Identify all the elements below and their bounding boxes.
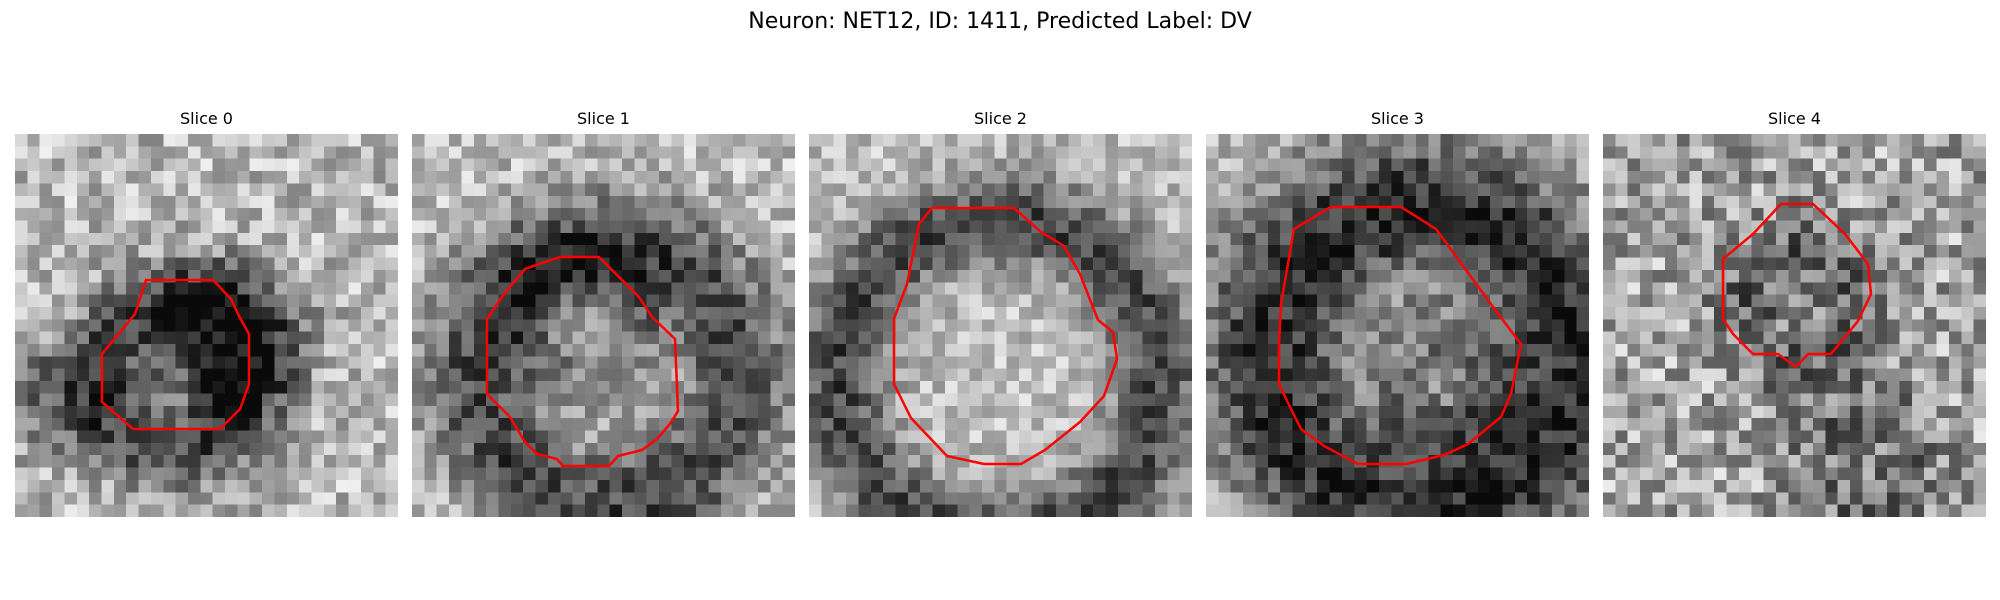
slice-panel-2: Slice 2 [809,109,1192,519]
slice-title: Slice 2 [974,109,1027,128]
slice-title: Slice 4 [1768,109,1821,128]
figure-title: Neuron: NET12, ID: 1411, Predicted Label… [748,9,1252,34]
slice-panel-3: Slice 3 [1206,109,1589,519]
roi-contour [485,255,680,468]
roi-contour [100,278,251,431]
slice-panel-0: Slice 0 [15,109,398,519]
roi-contour [1721,202,1873,369]
slice-image [15,134,398,517]
roi-contour [892,206,1119,466]
slice-title: Slice 1 [577,109,630,128]
slice-panel-1: Slice 1 [412,109,795,519]
slice-image [1206,134,1589,517]
slice-panel-4: Slice 4 [1603,109,1986,519]
slice-title: Slice 0 [180,109,233,128]
slice-image [809,134,1192,517]
roi-contour [1277,205,1523,466]
slice-image [1603,134,1986,517]
slice-image [412,134,795,517]
slice-title: Slice 3 [1371,109,1424,128]
